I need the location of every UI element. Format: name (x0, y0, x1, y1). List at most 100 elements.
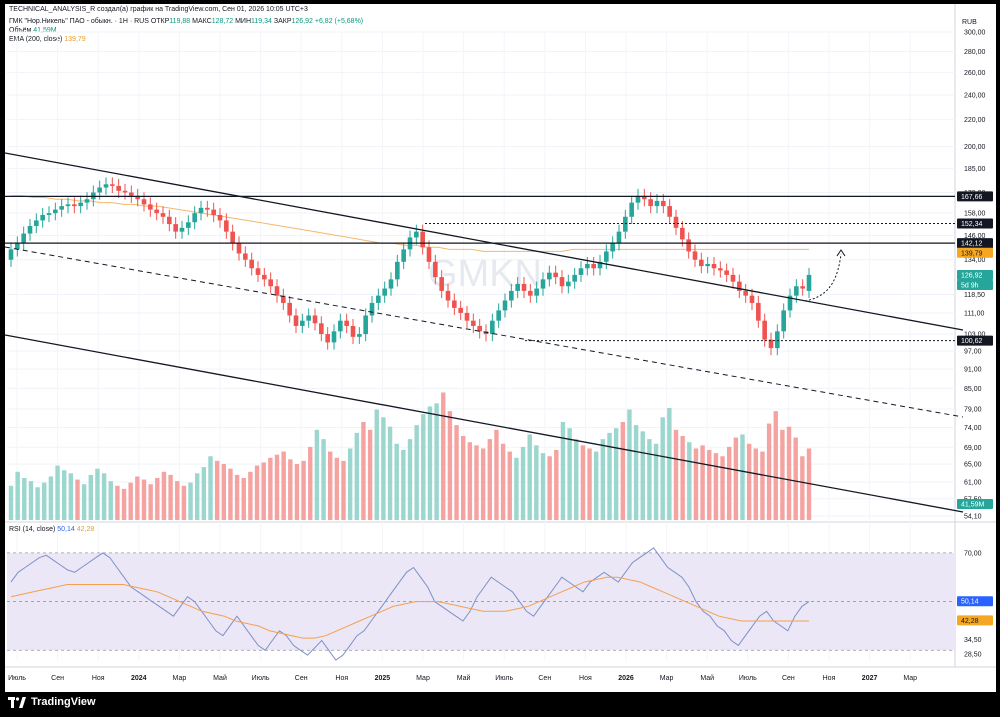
volume-bar (707, 450, 712, 520)
open-value: 119,88 (169, 18, 191, 25)
volume-bar (600, 439, 606, 520)
volume-bar (727, 446, 732, 520)
volume-bar (115, 485, 120, 520)
candle-body (547, 272, 552, 280)
candle-body (718, 268, 723, 271)
trendlines[interactable] (5, 152, 964, 513)
candle-body (686, 239, 691, 252)
chart-header: TECHNICAL_ANALYSIS_R создал(а) график на… (9, 6, 308, 13)
volume-bars (8, 392, 812, 520)
volume-legend[interactable]: Объём 41,59M (9, 27, 57, 34)
volume-label: Объём (9, 27, 32, 34)
volume-bar (407, 439, 413, 520)
price-tick-label: 118,50 (964, 292, 985, 299)
candle-body (21, 233, 26, 244)
volume-bar (766, 423, 772, 520)
volume-badge: 41,59M (961, 502, 985, 509)
candle-body (72, 204, 77, 207)
countdown-badge-bg (957, 280, 993, 291)
candle-body (312, 315, 318, 324)
volume-bar (135, 476, 140, 520)
volume-bar (228, 468, 233, 520)
volume-bar (62, 470, 67, 520)
candle-body (433, 261, 438, 278)
ema-legend[interactable]: EMA (200, close) 139,79 (9, 36, 86, 43)
ema-label: EMA (200, close) (9, 36, 63, 43)
volume-bar (800, 456, 805, 520)
tradingview-logo[interactable]: TradingView (8, 694, 96, 710)
candle-body (15, 243, 20, 250)
time-tick-label: Сен (295, 675, 308, 682)
candle-body (705, 263, 710, 267)
volume-bar (647, 439, 652, 520)
volume-bar (567, 428, 572, 520)
volume-bar (101, 473, 107, 520)
time-tick-label: Июль (8, 675, 26, 682)
rsi-tick-label: 70,00 (964, 550, 982, 557)
volume-bar (773, 411, 778, 520)
candle-body (597, 261, 603, 269)
time-tick-label: Июль (495, 675, 513, 682)
price-tick-label: 200,00 (964, 144, 986, 151)
candle-body (420, 231, 425, 248)
last-price-badge: 126,92 (961, 273, 983, 280)
candle-body (604, 251, 609, 262)
volume-bar (88, 474, 93, 520)
candle-body (680, 227, 685, 240)
price-tick-label: 74,00 (964, 425, 982, 432)
volume-bar (760, 451, 765, 520)
candle-body (439, 277, 444, 291)
candle-body (768, 339, 774, 349)
candle-body (46, 213, 52, 215)
volume-bar (374, 409, 379, 520)
candle-body (464, 312, 470, 321)
candle-body (756, 302, 761, 321)
candle-body (338, 320, 343, 332)
volume-bar (441, 392, 446, 520)
price-tick-label: 97,00 (964, 349, 982, 356)
candle-body (806, 274, 812, 291)
price-tick-label: 103,00 (964, 332, 986, 339)
candle-body (173, 224, 178, 232)
volume-bar (414, 425, 419, 520)
change-value: +6,82 (+5,68%) (314, 18, 364, 25)
candle-body (243, 253, 248, 260)
time-tick-label: 2025 (375, 675, 391, 682)
candle-body (319, 323, 324, 335)
price-tick-label: 111,00 (964, 310, 984, 317)
candle-body (591, 263, 596, 269)
volume-bar (680, 436, 685, 520)
candle-body (179, 227, 185, 232)
candle-body (357, 334, 362, 337)
candle-body (217, 214, 223, 221)
volume-bar (547, 456, 552, 520)
candle-body (281, 295, 286, 303)
volume-bar (540, 453, 546, 520)
horizontal-levels[interactable] (5, 195, 955, 342)
time-axis[interactable]: Июль Сен Ноя 2024 Мар Май Июль Сен Ноя 2025 Мар Май… (8, 674, 917, 682)
volume-bar (461, 436, 466, 520)
level-badge: 167,66 (961, 194, 983, 201)
volume-bar (22, 478, 27, 520)
volume-bar (42, 482, 47, 520)
candle-body (787, 295, 793, 311)
price-tick-label: 280,00 (964, 49, 986, 56)
time-tick-label: Июль (739, 675, 757, 682)
candle-body (255, 268, 261, 275)
candle-body (116, 185, 121, 191)
ema-badge: 139,79 (961, 250, 983, 257)
candle-body (363, 315, 368, 335)
volume-bar (467, 442, 473, 520)
level-badge-bg (957, 335, 993, 346)
candle-body (306, 315, 311, 321)
volume-bar (447, 411, 453, 520)
candle-body (642, 195, 647, 200)
candle-body (490, 320, 495, 335)
chart-canvas[interactable]: GMKN 300,00280,00260,00240,00220,00200,0… (5, 4, 996, 692)
symbol-name[interactable]: ГМК "Нор.Никель" ПАО - обыкн. · 1H · RUS (9, 18, 149, 25)
candle-body (160, 213, 166, 217)
price-axis[interactable]: 300,00 280,00 260,00 240,00 220,00 200,00 185,… (964, 30, 986, 659)
volume-bar (660, 417, 665, 520)
rsi-legend[interactable]: RSI (14, close) 50,14 42,28 (9, 526, 94, 533)
time-tick-label: Мар (903, 675, 917, 682)
